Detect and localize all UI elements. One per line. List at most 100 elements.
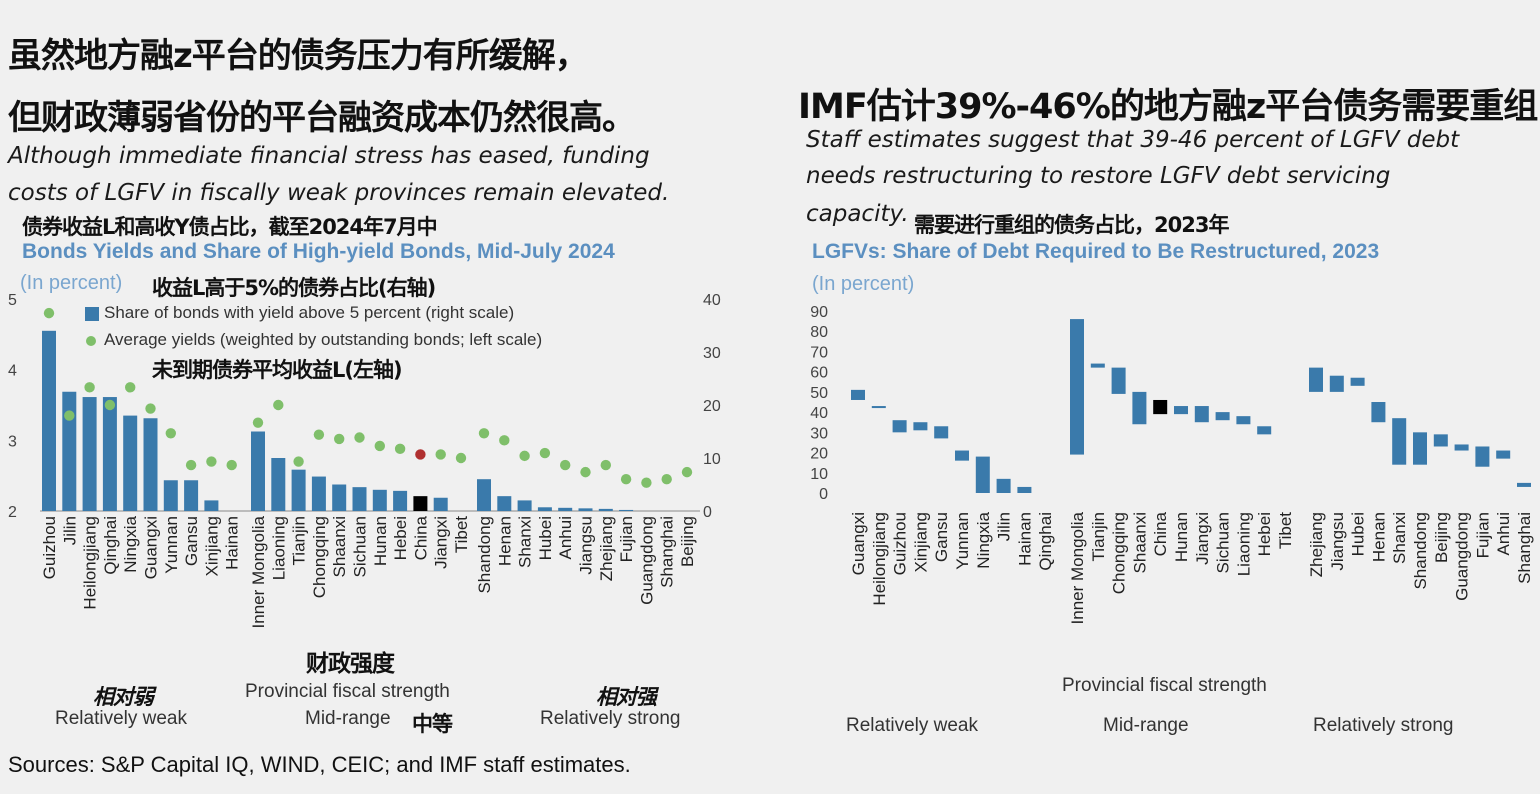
right-cat-jilin: Jilin <box>995 512 1014 541</box>
right-chart-ytick-80: 80 <box>810 324 828 341</box>
left-dot-chongqing <box>313 429 325 440</box>
right-cat-inner-mongolia: Inner Mongolia <box>1068 511 1087 624</box>
right-cat-shaanxi: Shaanxi <box>1130 512 1149 573</box>
right-bar-hainan <box>1017 486 1032 493</box>
left-bar-henan <box>497 496 512 511</box>
left-bar-fujian <box>619 509 634 511</box>
left-bar-hebei <box>393 490 408 511</box>
right-bar-yunnan <box>955 450 969 461</box>
left-cat-hunan: Hunan <box>371 516 390 566</box>
right-group-mid-en: Mid-range <box>1103 715 1189 736</box>
right-chart-ytick-40: 40 <box>810 405 828 422</box>
left-dot-shanghai <box>661 474 672 485</box>
left-cat-fujian: Fujian <box>617 516 636 562</box>
right-cat-xinjiang: Xinjiang <box>911 512 930 573</box>
left-bar-ningxia <box>123 415 138 511</box>
left-cat-inner-mongolia: Inner Mongolia <box>249 515 268 628</box>
right-cat-fujian: Fujian <box>1473 512 1492 558</box>
left-cat-henan: Henan <box>495 516 514 566</box>
right-bar-shandong <box>1413 432 1427 465</box>
left-bar-guangxi <box>143 418 158 511</box>
left-dot-guangxi <box>145 403 156 414</box>
right-bar-sichuan <box>1215 412 1230 421</box>
right-chart-ytick-50: 50 <box>810 385 828 402</box>
right-bar-zhejiang <box>1309 367 1323 392</box>
right-chart-ytick-90: 90 <box>810 304 828 321</box>
right-cat-beijing: Beijing <box>1432 512 1451 563</box>
left-dot-fujian <box>620 474 632 485</box>
right-axis-en: Provincial fiscal strength <box>1062 675 1267 696</box>
left-ytick-3: 3 <box>8 433 17 450</box>
left-ytick-4: 4 <box>8 363 17 380</box>
left-cat-liaoning: Liaoning <box>269 516 288 580</box>
left-bar-shanxi <box>517 500 532 511</box>
left-bar-chongqing <box>311 476 326 511</box>
right-bar-heilongjiang <box>871 406 886 409</box>
left-bar-inner-mongolia <box>251 431 265 511</box>
left-dot-hunan <box>374 440 385 452</box>
left-cat-hainan: Hainan <box>223 516 242 570</box>
right-bar-shanxi <box>1392 418 1407 465</box>
left-subtitle-en-2: costs of LGFV in fiscally weak provinces… <box>8 180 670 206</box>
left-dot-anhui <box>560 459 571 471</box>
right-bar-henan <box>1371 402 1386 423</box>
right-group-weak-en: Relatively weak <box>846 715 978 736</box>
right-bar-hunan <box>1174 406 1188 415</box>
left-cat-jilin: Jilin <box>60 516 79 545</box>
right-subtitle-en-1: Staff estimates suggest that 39-46 perce… <box>806 127 1460 153</box>
right-cat-guangxi: Guangxi <box>849 512 868 575</box>
sources: Sources: S&P Capital IQ, WIND, CEIC; and… <box>8 752 631 777</box>
left-group-weak-en: Relatively weak <box>55 708 187 729</box>
left-group-weak-cn: 相对弱 <box>93 685 154 709</box>
left-chart: 2 3 4 5 0 10 20 30 40 Guizhou Jilin Heilongjiang Qi… <box>8 292 721 628</box>
left-cat-chongqing: Chongqing <box>310 516 329 598</box>
right-bar-shanghai <box>1517 482 1531 487</box>
left-dot-tianjin <box>293 456 304 467</box>
right-bar-beijing <box>1433 434 1448 447</box>
right-bar-xinjiang <box>913 422 928 431</box>
legend-yield-swatch <box>86 336 96 346</box>
right-bar-chongqing <box>1111 367 1126 394</box>
right-cat-ningxia: Ningxia <box>974 511 993 568</box>
left-bar-shaanxi <box>332 484 347 511</box>
right-bar-hebei <box>1257 426 1272 435</box>
right-cat-anhui: Anhui <box>1494 512 1513 555</box>
left-bar-qinghai <box>102 397 117 511</box>
right-bar-guangdong <box>1454 444 1469 451</box>
right-ytick-20: 20 <box>703 398 721 415</box>
left-bar-shandong <box>477 479 491 511</box>
right-cat-qinghai: Qinghai <box>1036 512 1055 571</box>
right-bar-hubei <box>1350 377 1365 386</box>
right-bar-anhui <box>1496 450 1511 459</box>
right-cat-china: China <box>1151 511 1170 556</box>
right-bar-liaoning <box>1236 416 1251 425</box>
left-cat-xinjiang: Xinjiang <box>202 516 221 577</box>
right-chart-ytick-60: 60 <box>810 365 828 382</box>
left-cat-sichuan: Sichuan <box>351 516 370 577</box>
left-dot-ningxia <box>125 382 136 393</box>
left-bar-liaoning <box>271 458 286 511</box>
right-bar-fujian <box>1475 446 1490 467</box>
right-ytick-40: 40 <box>703 292 721 309</box>
right-chart-title-en: LGFVs: Share of Debt Required to Be Rest… <box>812 240 1380 263</box>
right-cat-hainan: Hainan <box>1015 512 1034 566</box>
left-dot-china <box>415 449 426 460</box>
left-dot-liaoning <box>273 399 284 411</box>
left-cat-jiangxi: Jiangxi <box>432 516 451 569</box>
left-bar-zhejiang <box>598 508 613 511</box>
right-title-cn: IMF估计39%-46%的地方融z平台债务需要重组 <box>798 87 1538 127</box>
left-cat-tibet: Tibet <box>452 516 471 553</box>
left-cat-guangxi: Guangxi <box>142 516 161 579</box>
left-cat-zhejiang: Zhejiang <box>597 516 616 581</box>
right-chart-ytick-20: 20 <box>810 446 828 463</box>
right-cat-zhejiang: Zhejiang <box>1307 512 1326 577</box>
left-ytick-2: 2 <box>8 504 17 521</box>
right-ytick-10: 10 <box>703 451 721 468</box>
right-cat-hebei: Hebei <box>1255 512 1274 556</box>
left-bar-jiangsu <box>578 508 593 511</box>
left-dot-henan <box>499 435 510 446</box>
left-dot-gansu <box>185 459 197 471</box>
right-bar-tianjin <box>1090 363 1105 368</box>
left-axis-en: Provincial fiscal strength <box>245 681 450 702</box>
